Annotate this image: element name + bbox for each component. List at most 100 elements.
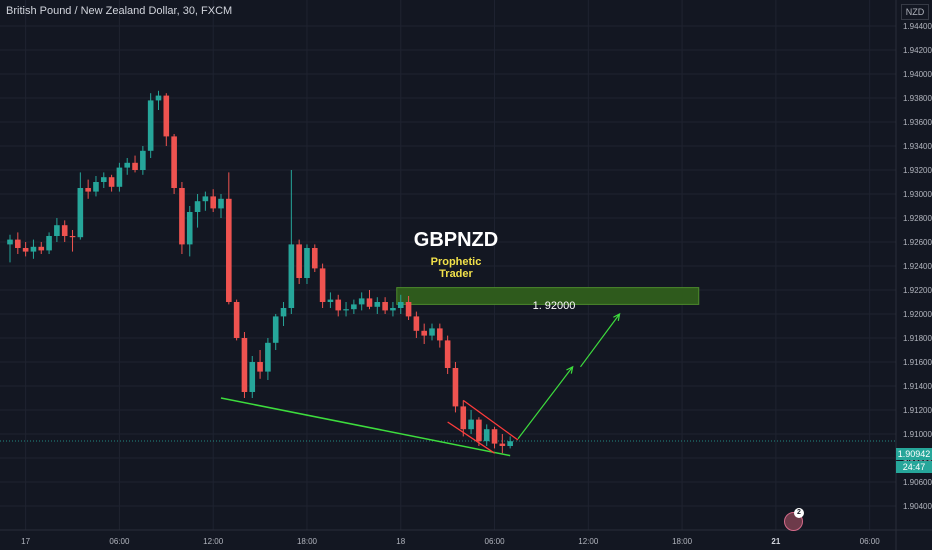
candle-body	[226, 198, 232, 302]
support-trendline	[220, 397, 511, 457]
candle-body	[202, 196, 209, 202]
candle-body	[108, 177, 115, 187]
candle-body	[343, 309, 349, 311]
candle-body	[296, 244, 302, 278]
annotations-front	[220, 312, 621, 457]
candle-body	[476, 419, 482, 442]
candle-body	[460, 406, 467, 430]
symbol-title[interactable]: British Pound / New Zealand Dollar, 30, …	[6, 5, 233, 17]
price-tick-label: 1.92600	[903, 238, 932, 247]
time-tick-label: 06:00	[109, 537, 130, 546]
candle-body	[444, 340, 451, 368]
price-tick-label: 1.90600	[903, 478, 932, 487]
candle-body	[382, 302, 388, 311]
bar-countdown-tag: 24:47	[896, 461, 932, 473]
target-zone-label: 1. 92000	[532, 300, 576, 312]
price-tick-label: 1.91400	[903, 382, 932, 391]
candle-body	[100, 177, 107, 182]
price-tick-label: 1.93000	[903, 190, 932, 199]
candle-body	[179, 188, 185, 245]
candle-body	[421, 330, 427, 336]
candle-body	[30, 246, 37, 252]
price-tick-label: 1.93200	[903, 166, 932, 175]
price-tick-label: 1.91800	[903, 334, 932, 343]
time-tick-label: 18:00	[672, 537, 693, 546]
brand-subtitle: Prophetic Trader	[416, 256, 496, 280]
candle-body	[374, 302, 381, 307]
candle-body	[483, 429, 490, 442]
candle-body	[413, 316, 420, 331]
price-tick-label: 1.92800	[903, 214, 932, 223]
annotations-back	[0, 287, 896, 442]
candle-body	[257, 362, 263, 372]
candle-body	[452, 368, 459, 407]
candle-body	[186, 212, 193, 245]
candle-body	[335, 299, 342, 311]
candle-body	[22, 248, 29, 252]
candle-body	[171, 136, 177, 188]
forecast-arrow-1-head	[566, 365, 574, 374]
price-tick-label: 1.91200	[903, 406, 932, 415]
candle-body	[491, 429, 498, 444]
candle-body	[319, 268, 326, 302]
candle-body	[468, 419, 474, 430]
candle-body	[163, 95, 170, 137]
wedge-lower-line	[447, 421, 495, 454]
candle-body	[288, 244, 295, 308]
price-tick-label: 1.94200	[903, 46, 932, 55]
candle-body	[249, 362, 256, 392]
candle-body	[116, 167, 123, 187]
forecast-arrow-2-shaft	[580, 313, 621, 368]
candle-body	[69, 236, 76, 238]
time-tick-label: 21	[771, 537, 780, 546]
candle-body	[499, 443, 506, 446]
brand-subtitle-line1: Prophetic	[430, 256, 482, 268]
price-tick-label: 1.93800	[903, 94, 932, 103]
brand-subtitle-line2: Trader	[439, 268, 473, 280]
candle-body	[272, 316, 279, 343]
candle-body	[311, 248, 318, 269]
candle-body	[397, 302, 404, 308]
candle-body	[405, 302, 412, 317]
candle-body	[429, 328, 435, 336]
candle-body	[358, 298, 365, 305]
time-tick-label: 06:00	[485, 537, 506, 546]
target-zone	[396, 287, 700, 305]
wedge-upper-line	[462, 399, 519, 441]
candle-body	[210, 196, 216, 209]
candle-body	[437, 328, 443, 341]
forecast-arrow-1-shaft	[517, 366, 574, 440]
candle-body	[507, 441, 513, 446]
alert-count-badge: 2	[794, 508, 804, 518]
time-tick-label: 12:00	[578, 537, 599, 546]
candle-body	[390, 308, 396, 311]
time-tick-label: 18:00	[297, 537, 318, 546]
candle-body	[46, 236, 52, 251]
price-tick-label: 1.92200	[903, 286, 932, 295]
candles	[7, 90, 513, 454]
price-tick-label: 1.92400	[903, 262, 932, 271]
candle-body	[280, 308, 287, 317]
price-tick-label: 1.94400	[903, 22, 932, 31]
candle-body	[61, 225, 68, 236]
price-tick-label: 1.94000	[903, 70, 932, 79]
candle-body	[304, 248, 310, 278]
candle-body	[327, 299, 334, 302]
time-tick-label: 06:00	[860, 537, 881, 546]
forecast-arrow-2-head	[613, 312, 621, 321]
price-tick-label: 1.91000	[903, 430, 932, 439]
candle-body	[15, 239, 21, 248]
candle-body	[124, 162, 131, 168]
candle-body	[265, 342, 271, 372]
candle-body	[54, 225, 60, 236]
candle-body	[85, 188, 91, 192]
currency-label[interactable]: NZD	[901, 4, 929, 20]
candle-body	[77, 188, 84, 238]
candle-body	[218, 198, 224, 209]
price-tick-label: 1.91600	[903, 358, 932, 367]
candle-body	[155, 95, 162, 101]
candle-body	[147, 100, 154, 151]
price-axis: 1.94400 1.94200 1.94000 1.93800 1.93600 1.934…	[895, 0, 932, 550]
time-axis: 17 06:00 12:00 18:00 18 06:00 12:00 18:00 21 06:0…	[0, 529, 932, 546]
